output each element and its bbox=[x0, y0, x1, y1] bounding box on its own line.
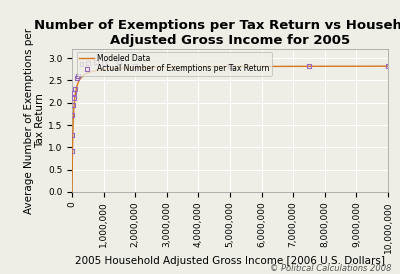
Modeled Data bbox=[77, 79, 82, 82]
Actual Number of Exemptions per Tax Return bbox=[385, 64, 391, 68]
Modeled Data bbox=[271, 65, 276, 68]
Y-axis label: Average Number of Exemptions per
Tax Return: Average Number of Exemptions per Tax Ret… bbox=[24, 27, 45, 214]
Title: Number of Exemptions per Tax Return vs Household
Adjusted Gross Income for 2005: Number of Exemptions per Tax Return vs H… bbox=[34, 19, 400, 47]
Modeled Data bbox=[236, 65, 241, 68]
Actual Number of Exemptions per Tax Return bbox=[75, 74, 82, 78]
Actual Number of Exemptions per Tax Return bbox=[132, 64, 138, 68]
Actual Number of Exemptions per Tax Return bbox=[70, 96, 77, 101]
X-axis label: 2005 Household Adjusted Gross Income [2006 U.S. Dollars]: 2005 Household Adjusted Gross Income [20… bbox=[75, 256, 385, 266]
Modeled Data bbox=[386, 65, 390, 68]
Actual Number of Exemptions per Tax Return bbox=[100, 61, 107, 65]
Modeled Data bbox=[70, 190, 74, 193]
Legend: Modeled Data, Actual Number of Exemptions per Tax Return: Modeled Data, Actual Number of Exemption… bbox=[77, 52, 272, 76]
Actual Number of Exemptions per Tax Return bbox=[72, 87, 78, 92]
Actual Number of Exemptions per Tax Return bbox=[85, 61, 91, 65]
Line: Modeled Data: Modeled Data bbox=[72, 66, 388, 192]
Text: © Political Calculations 2008: © Political Calculations 2008 bbox=[270, 264, 392, 273]
Modeled Data bbox=[370, 65, 375, 68]
Actual Number of Exemptions per Tax Return bbox=[71, 91, 78, 96]
Actual Number of Exemptions per Tax Return bbox=[116, 60, 122, 64]
Actual Number of Exemptions per Tax Return bbox=[78, 61, 85, 66]
Actual Number of Exemptions per Tax Return bbox=[227, 64, 233, 68]
Actual Number of Exemptions per Tax Return bbox=[92, 60, 99, 64]
Modeled Data bbox=[356, 65, 361, 68]
Actual Number of Exemptions per Tax Return bbox=[69, 133, 75, 138]
Modeled Data bbox=[108, 67, 113, 70]
Actual Number of Exemptions per Tax Return bbox=[74, 76, 80, 81]
Actual Number of Exemptions per Tax Return bbox=[70, 103, 76, 107]
Actual Number of Exemptions per Tax Return bbox=[306, 64, 312, 68]
Actual Number of Exemptions per Tax Return bbox=[69, 149, 75, 153]
Actual Number of Exemptions per Tax Return bbox=[69, 113, 76, 118]
